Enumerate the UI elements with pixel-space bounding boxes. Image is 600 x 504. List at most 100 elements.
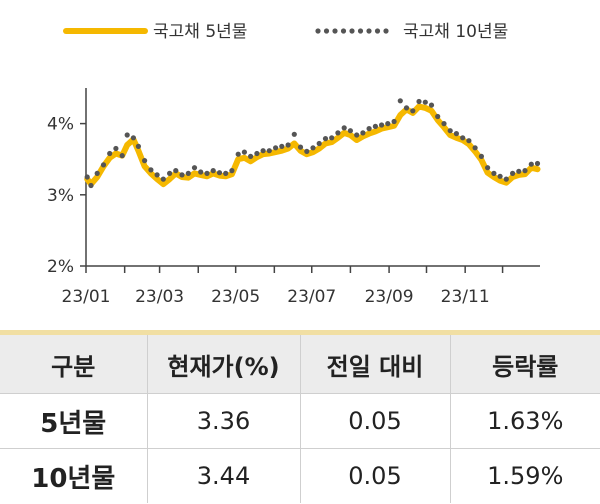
cell-change: 0.05 — [300, 448, 451, 503]
series-point-10y — [235, 151, 241, 157]
series-point-10y — [335, 130, 341, 136]
series-point-10y — [304, 148, 310, 154]
series-point-10y — [94, 170, 100, 176]
series-point-10y — [154, 172, 160, 178]
series-point-10y — [410, 108, 416, 114]
x-tick-label: 23/11 — [441, 287, 490, 307]
series-point-10y — [291, 131, 297, 137]
series-point-10y — [185, 170, 191, 176]
legend-dot — [366, 28, 372, 34]
series-point-10y — [248, 153, 254, 159]
legend-label-5y: 국고채 5년물 — [153, 22, 247, 42]
series-point-10y — [528, 161, 534, 167]
series-point-10y — [160, 176, 166, 182]
series-point-10y — [310, 145, 316, 151]
series-point-10y — [266, 148, 272, 154]
series-point-10y — [297, 144, 304, 150]
series-point-10y — [460, 135, 466, 141]
series-point-10y — [198, 169, 204, 175]
series-point-10y — [341, 125, 347, 131]
yield-summary-table: 구분 현재가(%) 전일 대비 등락률 5년물 3.36 0.05 1.63% … — [0, 330, 600, 503]
series-point-10y — [204, 170, 210, 176]
series-point-10y — [167, 170, 173, 176]
series-point-10y — [279, 143, 285, 149]
row-label: 5년물 — [0, 393, 148, 449]
series-point-10y — [491, 170, 497, 176]
series-point-10y — [534, 160, 541, 167]
series-point-10y — [113, 145, 119, 152]
series-point-10y — [254, 150, 260, 157]
series-point-10y — [522, 168, 528, 174]
series-point-10y — [260, 148, 266, 154]
x-tick-label: 23/09 — [365, 287, 414, 307]
y-tick-label: 4% — [47, 115, 74, 135]
yield-chart: 국고채 5년물 국고채 10년물 2%3%4% 23/01 23/03 23/05 2… — [47, 22, 541, 307]
series-point-10y — [84, 174, 90, 180]
legend-dot — [315, 28, 321, 34]
x-tick-label: 23/03 — [135, 287, 184, 307]
x-tick-label: 23/05 — [211, 287, 260, 307]
legend-dot — [383, 28, 389, 34]
series-point-10y — [403, 105, 410, 111]
series-point-10y — [379, 122, 385, 128]
series-point-10y — [316, 140, 322, 147]
x-ticks: 23/01 23/03 23/05 23/07 23/09 23/11 — [62, 266, 504, 307]
series-point-10y — [435, 113, 441, 120]
series-point-10y — [191, 165, 198, 171]
series-point-10y — [366, 126, 372, 132]
table-row: 10년물 3.44 0.05 1.59% — [0, 448, 600, 503]
series-point-10y — [472, 145, 478, 151]
x-tick-label: 23/01 — [62, 287, 111, 307]
series-point-10y — [503, 176, 509, 182]
header-category: 구분 — [0, 332, 148, 394]
series-point-10y — [453, 131, 459, 137]
series-point-10y — [478, 153, 484, 159]
series-point-10y — [354, 132, 360, 138]
series-point-10y — [428, 102, 435, 108]
series-point-10y — [416, 98, 422, 105]
legend-dot — [357, 28, 364, 34]
series-point-10y — [485, 165, 491, 171]
series-point-10y — [241, 149, 247, 155]
series-point-10y — [135, 143, 141, 149]
series-point-10y — [107, 150, 113, 157]
y-ticks: 2% 3% 4% — [47, 115, 86, 277]
row-label: 10년물 — [0, 448, 148, 503]
series-point-10y — [223, 170, 229, 176]
series-point-10y — [173, 168, 179, 174]
series-point-10y — [119, 153, 125, 159]
table-row: 5년물 3.36 0.05 1.63% — [0, 393, 600, 449]
table-header-row: 구분 현재가(%) 전일 대비 등락률 — [0, 332, 600, 394]
header-change: 전일 대비 — [300, 332, 451, 394]
series-point-10y — [447, 128, 453, 134]
cell-change-rate: 1.59% — [450, 448, 600, 503]
series-point-10y — [100, 162, 107, 168]
series-point-10y — [88, 182, 94, 189]
series-point-10y — [372, 123, 378, 129]
series-point-10y — [347, 128, 353, 134]
cell-change-rate: 1.63% — [450, 393, 600, 449]
series-point-10y — [179, 172, 185, 178]
series-point-10y — [516, 168, 522, 174]
legend-dot — [323, 28, 330, 34]
x-tick-label: 23/07 — [287, 287, 336, 307]
series-point-10y — [422, 99, 428, 105]
series-point-10y — [397, 98, 403, 104]
series-point-10y — [130, 135, 136, 141]
series-point-10y — [285, 142, 291, 148]
legend: 국고채 5년물 국고채 10년물 — [63, 22, 508, 42]
series-point-10y — [273, 145, 279, 151]
series-point-10y — [322, 136, 329, 142]
series-point-10y — [360, 130, 366, 136]
legend-dot — [349, 28, 355, 34]
series-point-10y — [391, 118, 397, 125]
series-point-10y — [210, 168, 216, 174]
series-point-10y — [148, 167, 154, 173]
legend-label-10y: 국고채 10년물 — [403, 22, 508, 42]
header-change-rate: 등락률 — [492, 352, 559, 381]
header-current-price: 현재가(%) — [147, 332, 301, 394]
series-point-10y — [497, 173, 503, 179]
series-point-10y — [216, 170, 223, 176]
legend-dot — [332, 28, 338, 34]
series-point-10y — [385, 121, 391, 127]
